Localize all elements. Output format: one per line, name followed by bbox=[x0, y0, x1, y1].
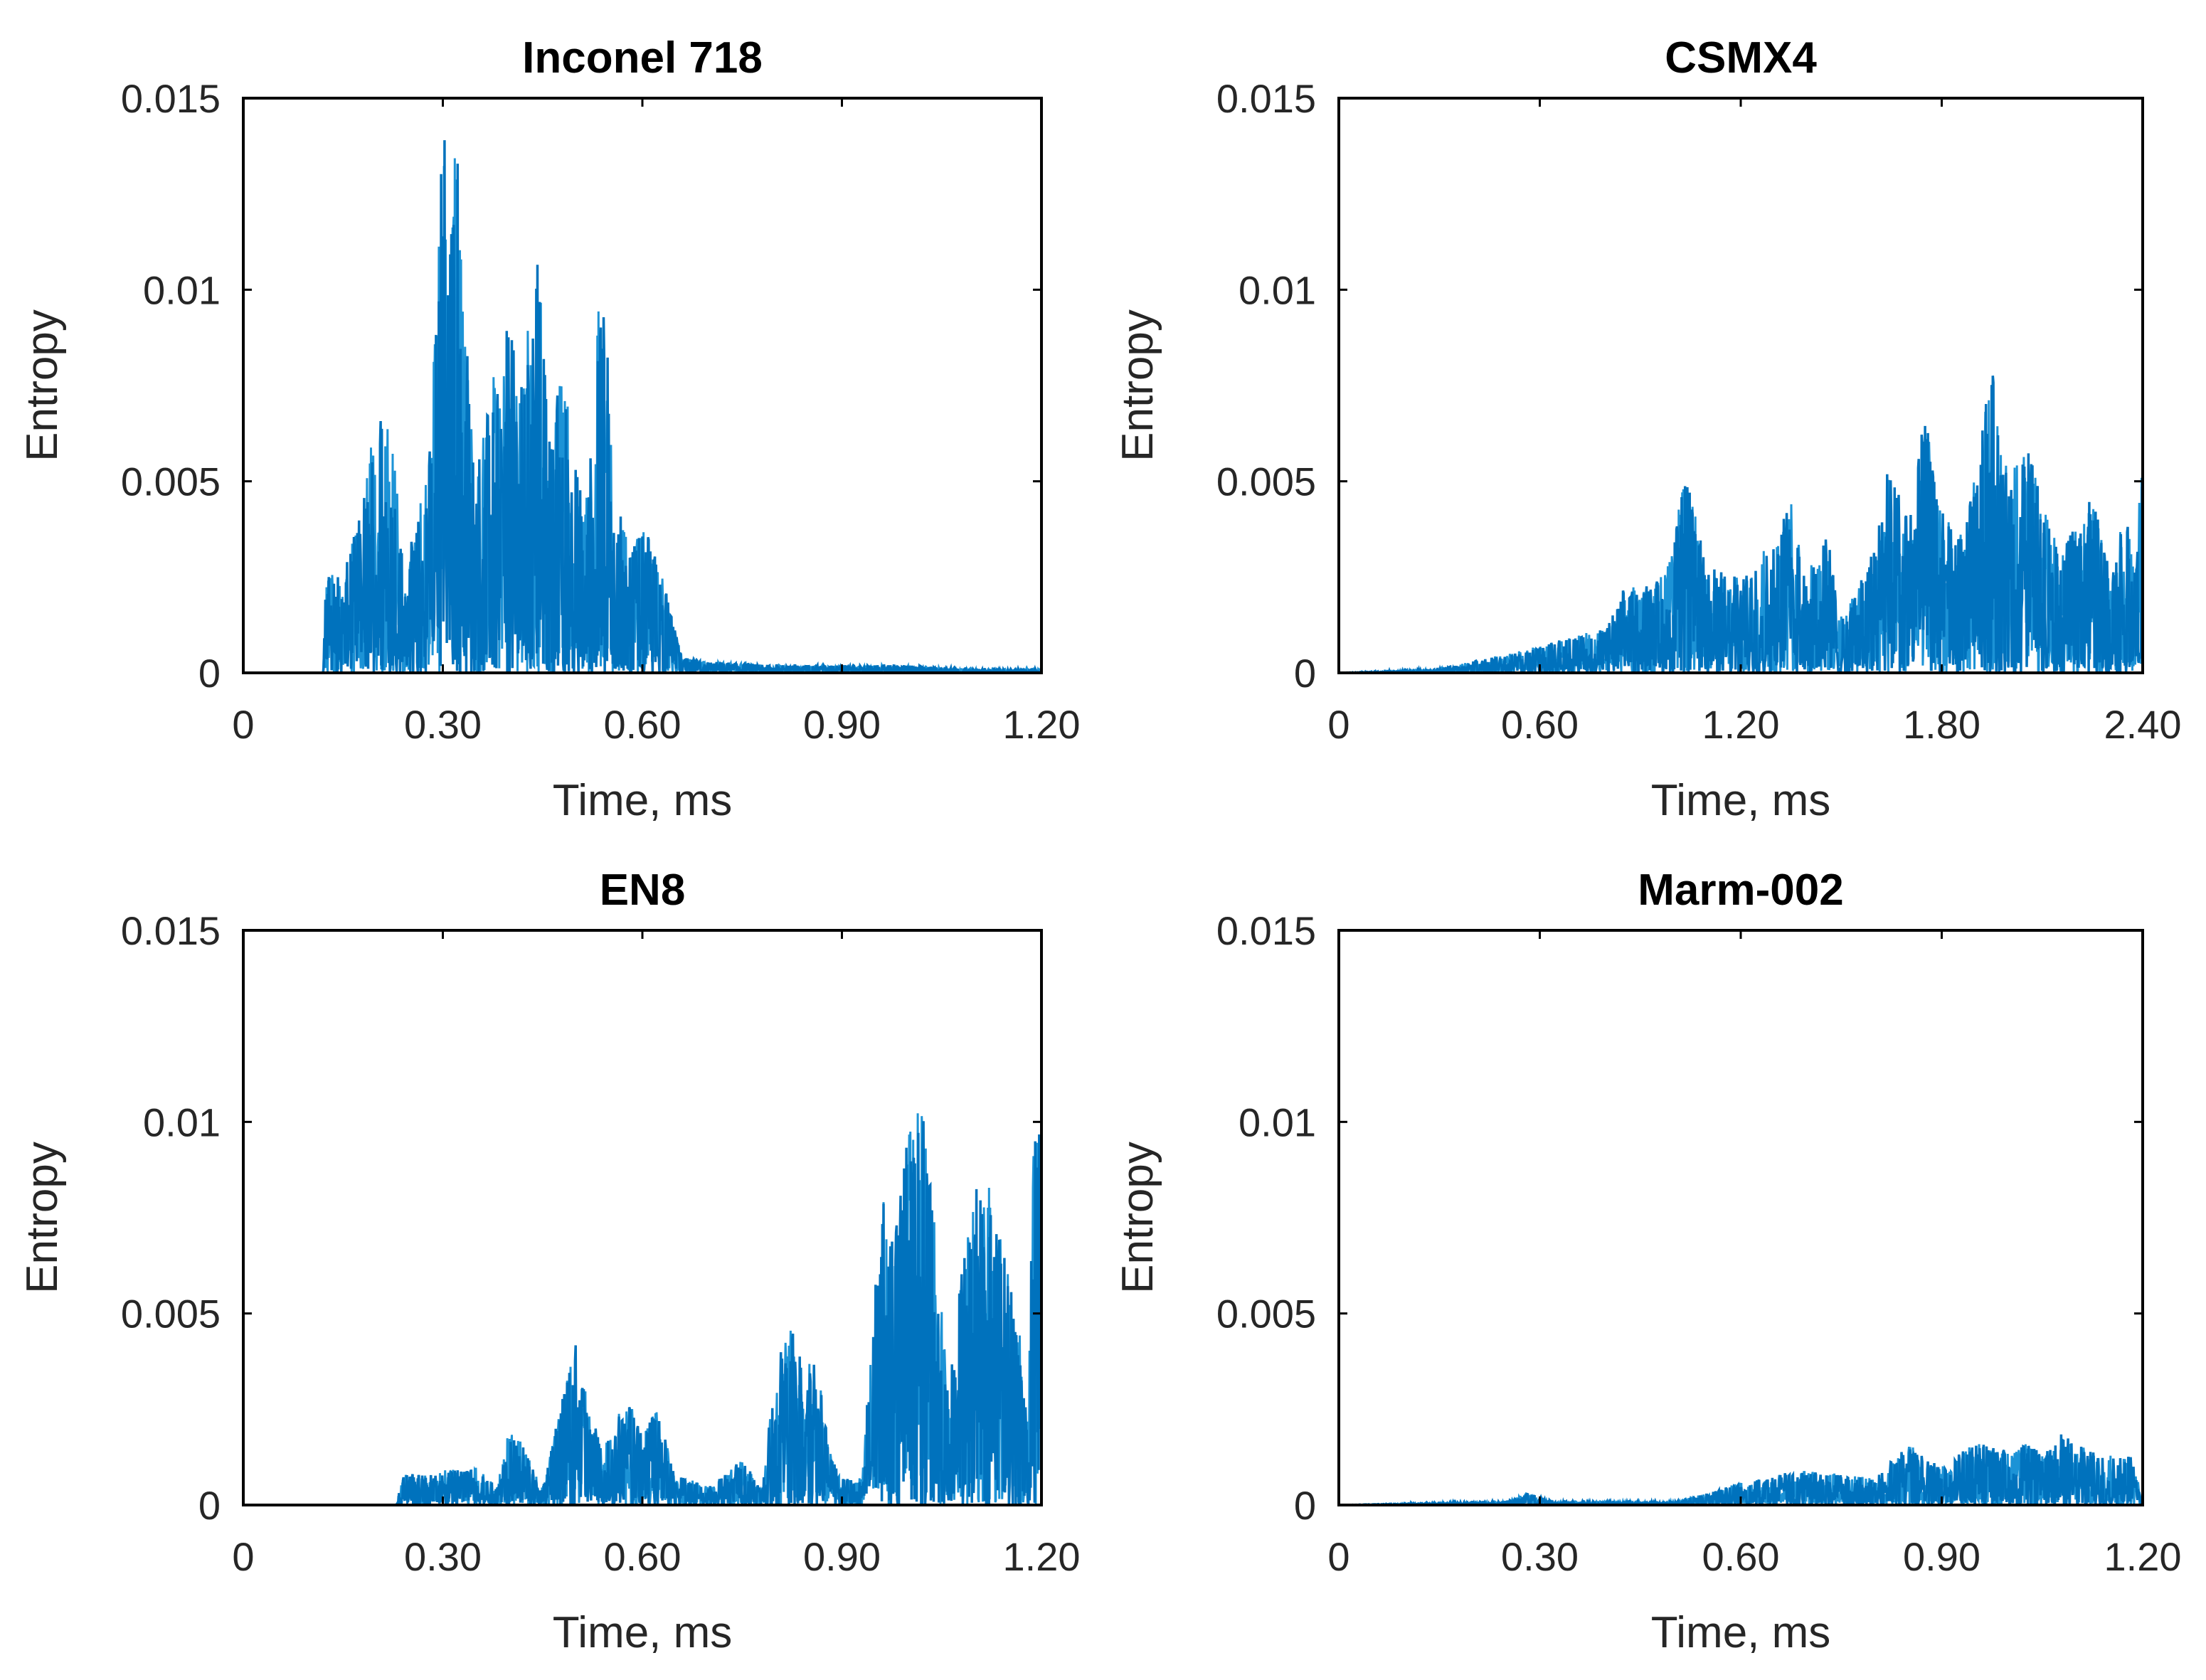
y-tick-label: 0.01 bbox=[1239, 267, 1316, 312]
y-tick-label: 0.01 bbox=[1239, 1100, 1316, 1144]
x-tick-label: 0.30 bbox=[404, 1534, 482, 1579]
x-axis-label: Time, ms bbox=[553, 1608, 733, 1657]
data-series-line bbox=[1339, 376, 2143, 673]
x-tick-label: 0.90 bbox=[803, 1534, 881, 1579]
x-tick-label: 0.90 bbox=[803, 702, 881, 747]
y-tick-label: 0.005 bbox=[1216, 1292, 1316, 1336]
chart-panel-2: 0 0.60 1.20 1.80 2.40 0 0.005 0.01 0.015 CSMX4 Tim… bbox=[1113, 33, 2182, 825]
x-tick-label: 1.20 bbox=[2104, 1534, 2182, 1579]
x-axis-label: Time, ms bbox=[1651, 1608, 1831, 1657]
chart-title: EN8 bbox=[600, 866, 686, 915]
chart-title: Inconel 718 bbox=[522, 33, 763, 83]
data-series-line bbox=[243, 1121, 1041, 1505]
x-tick-label: 0 bbox=[232, 1534, 254, 1579]
y-axis-label: Entropy bbox=[1113, 309, 1162, 462]
y-tick-label: 0.015 bbox=[121, 908, 221, 953]
y-axis-label: Entropy bbox=[18, 309, 67, 462]
chart-panel-4: 0 0.30 0.60 0.90 1.20 0 0.005 0.01 0.015 Marm-002… bbox=[1113, 866, 2182, 1657]
x-tick-label: 0 bbox=[1327, 1534, 1349, 1579]
y-tick-label: 0.015 bbox=[1216, 908, 1316, 953]
x-tick-label: 0.60 bbox=[1702, 1534, 1780, 1579]
y-axis-label: Entropy bbox=[1113, 1142, 1162, 1294]
chart-title: CSMX4 bbox=[1665, 33, 1817, 83]
y-tick-label: 0 bbox=[1294, 651, 1316, 696]
x-tick-label: 1.20 bbox=[1003, 1534, 1081, 1579]
x-axis-label: Time, ms bbox=[1651, 776, 1831, 825]
y-axis-label: Entropy bbox=[18, 1142, 67, 1294]
chart-panel-1: 0 0.30 0.60 0.90 1.20 0 0.005 0.01 0.015 Inconel … bbox=[18, 33, 1081, 825]
data-series-line bbox=[243, 140, 1041, 673]
y-tick-label: 0.01 bbox=[143, 267, 221, 312]
data-series-line bbox=[1339, 1434, 2143, 1505]
x-axis-label: Time, ms bbox=[553, 776, 733, 825]
x-tick-label: 2.40 bbox=[2104, 702, 2182, 747]
x-tick-label: 0.60 bbox=[1501, 702, 1579, 747]
y-tick-label: 0.005 bbox=[121, 459, 221, 504]
y-tick-label: 0.01 bbox=[143, 1100, 221, 1144]
x-tick-label: 0.60 bbox=[604, 702, 682, 747]
y-tick-label: 0 bbox=[198, 1483, 221, 1528]
x-tick-label: 0 bbox=[232, 702, 254, 747]
x-tick-label: 0.30 bbox=[404, 702, 482, 747]
y-tick-label: 0 bbox=[1294, 1483, 1316, 1528]
y-tick-label: 0 bbox=[198, 651, 221, 696]
x-tick-label: 0.90 bbox=[1903, 1534, 1980, 1579]
x-tick-label: 1.20 bbox=[1003, 702, 1081, 747]
x-tick-label: 0.30 bbox=[1501, 1534, 1579, 1579]
x-tick-label: 1.80 bbox=[1903, 702, 1980, 747]
chart-panel-3: 0 0.30 0.60 0.90 1.20 0 0.005 0.01 0.015 EN8 Time,… bbox=[18, 866, 1081, 1657]
y-tick-label: 0.005 bbox=[1216, 459, 1316, 504]
y-tick-label: 0.015 bbox=[121, 76, 221, 121]
chart-title: Marm-002 bbox=[1638, 866, 1843, 915]
x-tick-label: 1.20 bbox=[1702, 702, 1780, 747]
y-tick-label: 0.015 bbox=[1216, 76, 1316, 121]
y-tick-label: 0.005 bbox=[121, 1292, 221, 1336]
x-tick-label: 0 bbox=[1327, 702, 1349, 747]
x-tick-label: 0.60 bbox=[604, 1534, 682, 1579]
